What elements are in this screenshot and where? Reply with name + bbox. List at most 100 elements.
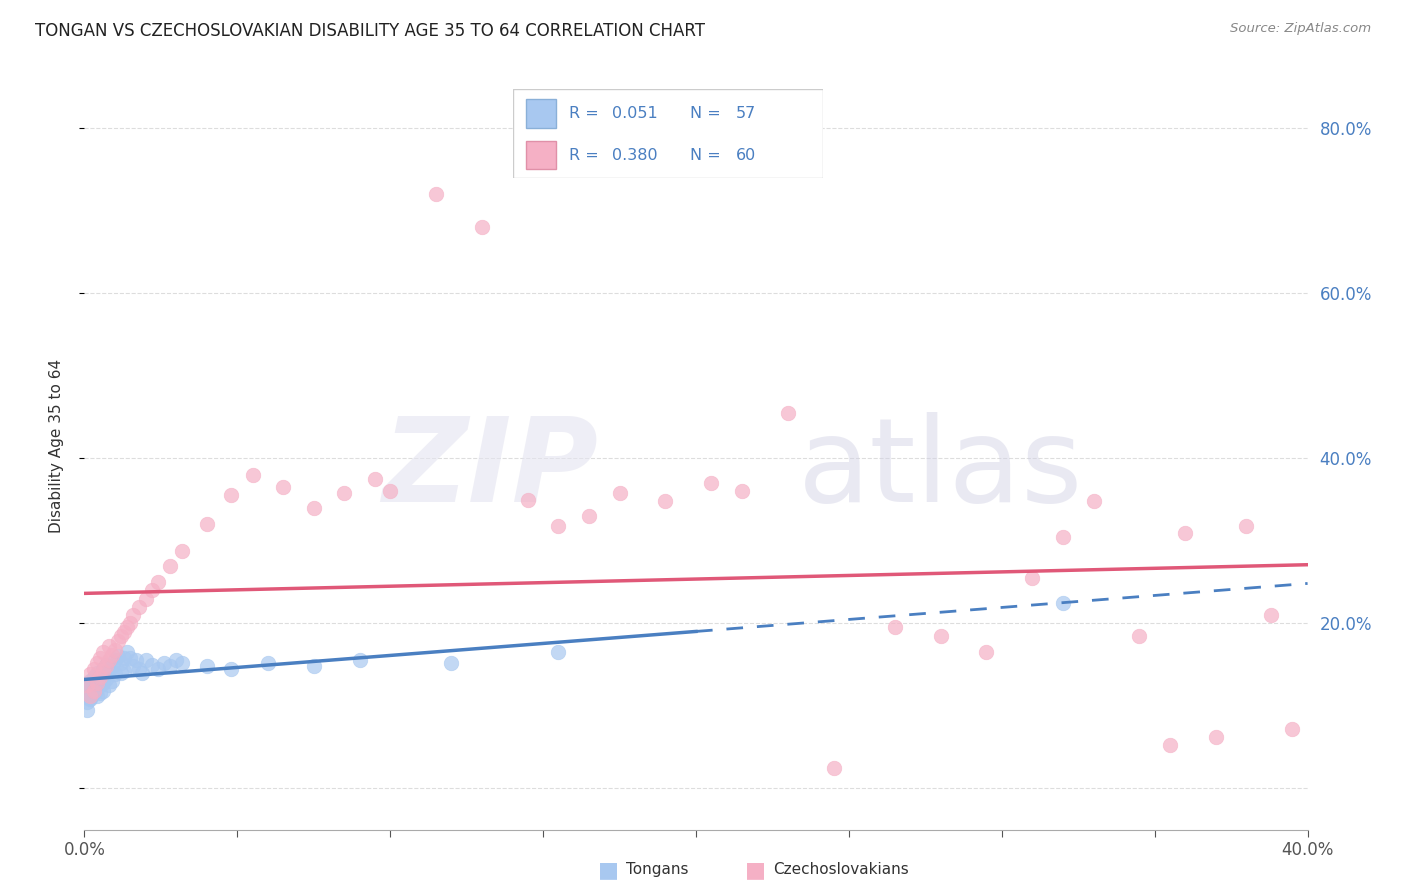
Point [97,678,120,692]
Text: 60: 60 [735,148,756,162]
Point [83,681,105,695]
Point [547,645,569,659]
Point [776,406,799,420]
Point [609,486,631,500]
Point [302,659,325,673]
Point [349,653,371,667]
Point [76,682,98,697]
Point [159,659,181,673]
Text: Czechoslovakians: Czechoslovakians [773,863,910,877]
Point [86,682,108,697]
FancyBboxPatch shape [513,89,823,178]
Point [165,653,187,667]
Point [79,667,101,681]
Point [79,690,101,705]
Point [104,653,127,667]
Point [128,599,150,614]
Point [1205,730,1227,744]
Point [91,684,114,698]
Point [97,664,120,678]
Point [79,678,101,692]
Point [219,488,242,502]
Point [242,467,264,482]
Point [1260,608,1282,623]
Point [107,649,129,664]
Point [1281,722,1303,736]
Point [731,484,754,499]
Point [79,692,101,706]
Point [654,494,676,508]
Point [86,665,108,680]
Text: N =: N = [689,106,725,120]
Point [83,670,105,684]
Text: ■: ■ [598,860,619,880]
Point [135,653,157,667]
Point [94,659,117,673]
Point [91,645,114,659]
Bar [526,99,557,128]
Point [94,657,117,672]
Point [112,664,135,678]
Point [153,656,176,670]
Point [76,703,98,717]
Point [122,659,145,673]
Point [159,558,181,573]
Point [128,662,150,676]
Point [471,220,494,235]
Point [89,670,111,684]
Point [195,517,218,532]
Point [929,629,952,643]
Point [76,678,98,692]
Point [83,675,105,690]
Point [146,575,169,590]
Point [120,651,142,665]
Text: 0.051: 0.051 [612,106,658,120]
Point [97,653,120,667]
Point [1021,571,1043,585]
Point [101,659,124,673]
Point [112,651,135,665]
Bar [526,141,557,169]
Text: 57: 57 [735,106,756,120]
Point [115,620,138,634]
Point [110,665,132,680]
Point [172,656,194,670]
Point [333,486,356,500]
Y-axis label: Disability Age 35 to 64: Disability Age 35 to 64 [49,359,63,533]
Point [104,642,127,657]
Point [104,667,127,681]
Text: ■: ■ [745,860,766,880]
Point [76,695,98,709]
Point [86,689,108,703]
Point [440,656,463,670]
Point [112,624,135,639]
Point [94,673,117,687]
Text: ZIP: ZIP [382,411,598,526]
Point [547,519,569,533]
Text: R =: R = [569,148,603,162]
Point [516,492,538,507]
Point [1236,519,1258,533]
Point [86,656,108,670]
Point [110,656,132,670]
Point [823,761,845,775]
Point [131,665,153,680]
Point [91,662,114,676]
Point [195,659,218,673]
Point [976,645,998,659]
Point [89,651,111,665]
Point [86,675,108,690]
Text: Tongans: Tongans [626,863,688,877]
Point [271,480,294,494]
Point [425,187,447,202]
Point [97,640,120,654]
Text: R =: R = [569,106,603,120]
Point [122,608,145,623]
Point [364,472,387,486]
Point [1174,525,1197,540]
Point [107,634,129,648]
Point [115,645,138,659]
Point [83,686,105,700]
Point [146,662,169,676]
Point [578,509,600,524]
